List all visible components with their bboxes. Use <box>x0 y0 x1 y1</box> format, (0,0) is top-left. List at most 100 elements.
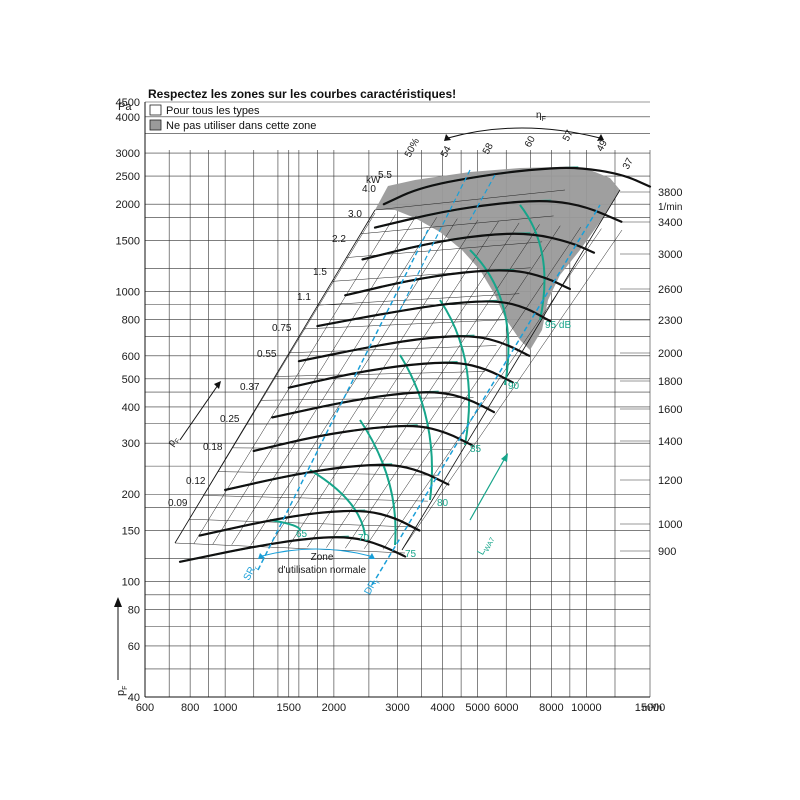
sound-arc <box>519 204 546 321</box>
legend-label-all: Pour tous les types <box>166 105 260 117</box>
efficiency-label: 60 <box>523 134 538 149</box>
x-axis-unit: m³/h <box>642 703 662 714</box>
zone-label-line2: d'utilisation normale <box>278 565 367 576</box>
diag-line <box>363 227 582 549</box>
x-tick-label: 600 <box>136 702 154 714</box>
legend: Respectez les zones sur les courbes cara… <box>148 87 456 132</box>
rpm-tick-label: 3000 <box>658 249 682 261</box>
diag-line <box>345 225 561 549</box>
speed-curve-efficient-2300 <box>317 299 500 327</box>
zone-bound-sr-label: SRr <box>242 562 261 583</box>
rpm-tick-label: 1800 <box>658 376 682 388</box>
rpm-tick-label: 1200 <box>658 475 682 487</box>
power-label: 0.55 <box>257 349 277 360</box>
diag-line <box>174 542 406 554</box>
sound-label: 65 <box>296 529 308 540</box>
power-label: 2.2 <box>332 234 346 245</box>
efficiency-label: 37 <box>621 156 636 171</box>
efficiency-label: 58 <box>481 141 496 156</box>
speed-curve-1400 <box>252 424 474 453</box>
sound-label: 70 <box>358 533 370 544</box>
y-tick-label: 300 <box>122 438 140 450</box>
y-tick-label: 400 <box>122 402 140 414</box>
zone-bound-sr <box>257 229 429 571</box>
y-tick-label: 60 <box>128 641 140 653</box>
y-axis-label: pF <box>115 686 129 696</box>
sound-axis-arrow <box>469 457 506 521</box>
y-tick-label: 40 <box>128 692 140 704</box>
speed-curve-2600 <box>344 269 571 297</box>
y-tick-label: 500 <box>122 374 140 386</box>
diag-line <box>274 371 486 377</box>
speed-curve-3800 <box>382 166 652 206</box>
speed-curve-2000 <box>297 335 531 363</box>
power-label: 0.09 <box>168 498 188 509</box>
y-axis-unit: Pa <box>118 101 132 113</box>
sound-arc <box>359 419 397 546</box>
y-tick-label: 600 <box>122 351 140 363</box>
efficiency-axis-label: ηF <box>536 110 546 123</box>
y-tick-label: 100 <box>122 577 140 589</box>
diag-line <box>303 319 508 330</box>
sound-axis-arrowhead <box>501 453 508 462</box>
y-tick-label: 80 <box>128 605 140 617</box>
diag-left-edge <box>174 209 376 544</box>
zone-bounds <box>257 169 601 586</box>
speed-curve-3400 <box>373 200 623 229</box>
x-tick-label: 1500 <box>277 702 301 714</box>
diag-line <box>246 423 463 425</box>
rpm-axis-unit: 1/min <box>658 202 682 213</box>
speed-curve-efficient-2000 <box>298 334 475 363</box>
power-label: 0.12 <box>186 476 206 487</box>
rpm-tick-label: 1600 <box>658 404 682 416</box>
diag-line <box>374 189 566 211</box>
x-tick-label: 8000 <box>539 702 563 714</box>
power-label: 0.37 <box>240 382 260 393</box>
speed-curve-3000 <box>361 232 596 261</box>
x-tick-label: 800 <box>181 702 199 714</box>
y-tick-label: 2000 <box>116 199 140 211</box>
power-unit: kW <box>366 175 381 186</box>
y-tick-label: 800 <box>122 315 140 327</box>
rpm-tick-label: 2000 <box>658 348 682 360</box>
zone-arrowhead-left <box>258 553 265 559</box>
x-tick-label: 15000 <box>635 702 666 714</box>
y-tick-label: 4000 <box>116 112 140 124</box>
power-label: 0.25 <box>220 414 240 425</box>
pressure-arrowhead <box>214 381 221 389</box>
y-tick-label: 1500 <box>116 235 140 247</box>
diag-line <box>401 229 623 551</box>
forbidden-zone <box>375 167 620 350</box>
power-label: 0.18 <box>203 442 223 453</box>
rpm-tick-label: 1400 <box>658 436 682 448</box>
sound-arc <box>469 249 510 386</box>
zone-bound-dr <box>371 204 601 586</box>
sound-label: 85 <box>470 444 482 455</box>
diag-line <box>212 215 417 545</box>
rpm-tick-label: 3800 <box>658 187 682 199</box>
diag-right-edge <box>401 189 621 551</box>
efficiency-label: 49 <box>595 138 610 153</box>
power-label: 3.0 <box>348 209 362 220</box>
zone-bound-inner <box>399 169 471 311</box>
legend-label-forbidden: Ne pas utiliser dans cette zone <box>166 120 316 132</box>
legend-swatch-forbidden <box>149 119 162 131</box>
efficiency-label: 57 <box>561 128 576 143</box>
x-tick-label: 4000 <box>430 702 454 714</box>
efficiency-arrowhead-right <box>597 134 604 141</box>
zone-bound-inner-top <box>469 174 496 221</box>
speed-curve-900 <box>178 536 407 563</box>
x-tick-label: 6000 <box>494 702 518 714</box>
diag-line <box>382 228 602 550</box>
power-label: 0.75 <box>272 323 292 334</box>
rpm-tick-label: 900 <box>658 546 676 558</box>
diag-line <box>289 345 497 353</box>
speed-curve-1200 <box>224 463 450 491</box>
diag-line <box>250 218 458 546</box>
efficiency-arrow <box>447 127 601 139</box>
sound-arc <box>269 519 301 531</box>
y-tick-label: 4500 <box>116 97 140 109</box>
pressure-arrow <box>179 384 219 441</box>
